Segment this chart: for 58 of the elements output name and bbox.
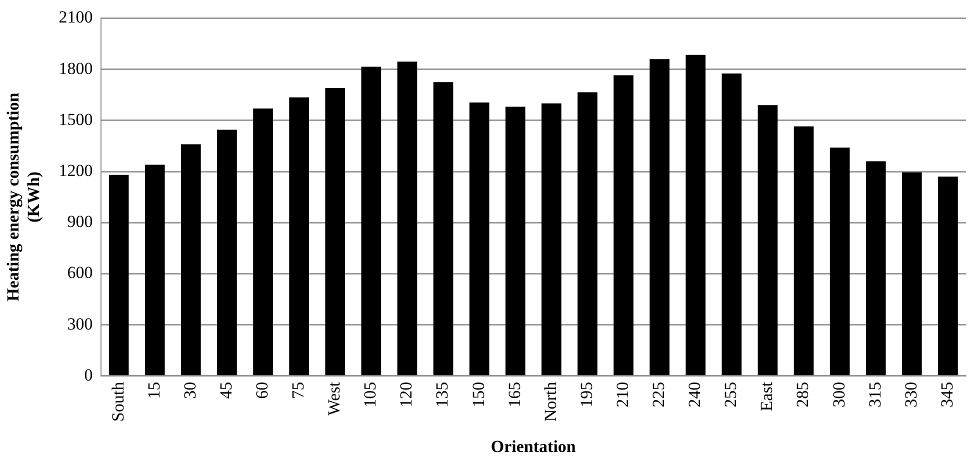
x-axis-title: Orientation bbox=[490, 437, 576, 456]
bar bbox=[181, 144, 201, 376]
x-tick-label: 15 bbox=[144, 382, 164, 399]
bar bbox=[866, 161, 886, 376]
bar bbox=[830, 148, 850, 376]
x-tick-label: 345 bbox=[937, 382, 956, 408]
x-tick-label: 30 bbox=[180, 382, 200, 399]
y-tick-label: 2100 bbox=[58, 8, 93, 27]
x-tick-label: 210 bbox=[612, 382, 632, 408]
x-tick-label: 75 bbox=[288, 382, 308, 399]
y-tick-label: 0 bbox=[84, 365, 93, 384]
x-tick-label: 255 bbox=[721, 382, 740, 408]
x-tick-label: 150 bbox=[468, 382, 488, 408]
bar bbox=[361, 66, 382, 376]
y-tick-label: 1500 bbox=[58, 110, 93, 129]
bar bbox=[650, 59, 670, 376]
x-tick-label: West bbox=[324, 382, 344, 416]
x-tick-label: 135 bbox=[432, 382, 452, 408]
y-tick-label: 1200 bbox=[58, 160, 93, 180]
x-tick-label: 225 bbox=[649, 382, 668, 408]
x-tick-label: 285 bbox=[793, 382, 812, 408]
bar bbox=[542, 103, 562, 376]
x-tick-label: 165 bbox=[504, 382, 524, 408]
bar bbox=[108, 174, 129, 376]
bar bbox=[289, 97, 309, 376]
bar bbox=[614, 75, 634, 376]
bar bbox=[253, 108, 273, 376]
y-axis-title: Heating energy consumption (KWh) bbox=[4, 92, 43, 302]
y-tick-label: 1800 bbox=[58, 58, 93, 78]
bar bbox=[578, 92, 598, 376]
x-tick-label: 45 bbox=[216, 382, 236, 399]
x-tick-label: East bbox=[757, 382, 776, 412]
x-tick-label: South bbox=[108, 381, 128, 422]
x-tick-label: North bbox=[540, 381, 560, 422]
bar bbox=[722, 74, 742, 376]
bar bbox=[758, 105, 778, 376]
x-tick-label: 60 bbox=[252, 382, 272, 399]
bar bbox=[902, 172, 922, 376]
x-tick-label: 330 bbox=[901, 382, 920, 408]
bar bbox=[938, 176, 958, 376]
x-tick-label: 195 bbox=[576, 382, 596, 408]
y-tick-label: 600 bbox=[67, 263, 93, 282]
x-tick-label: 120 bbox=[396, 382, 416, 408]
bar bbox=[505, 106, 526, 376]
bar bbox=[325, 88, 346, 376]
x-tick-label: 240 bbox=[685, 382, 704, 408]
y-tick-label: 300 bbox=[67, 314, 93, 334]
bar bbox=[144, 164, 165, 376]
bar bbox=[433, 82, 454, 376]
bar bbox=[469, 102, 490, 376]
x-tick-label: 315 bbox=[865, 382, 884, 408]
bar bbox=[794, 126, 814, 376]
x-tick-label: 300 bbox=[829, 382, 848, 408]
y-tick-label: 900 bbox=[67, 212, 93, 232]
bar bbox=[686, 54, 706, 376]
x-tick-label: 105 bbox=[360, 382, 380, 408]
bar bbox=[397, 62, 418, 376]
bar bbox=[217, 130, 237, 376]
